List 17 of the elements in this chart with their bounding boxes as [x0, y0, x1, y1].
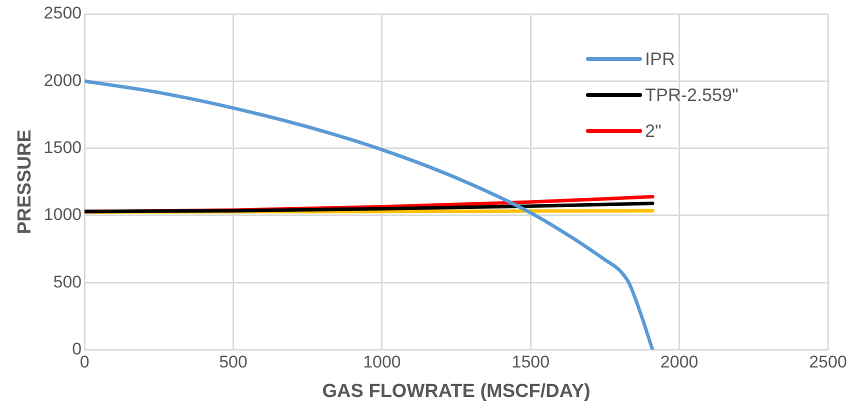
x-tick-label: 500: [219, 352, 248, 372]
legend-label: 2": [645, 120, 662, 141]
y-axis-title: PRESSURE: [14, 130, 36, 234]
x-tick-label: 1000: [363, 352, 401, 372]
y-tick-label: 1000: [44, 205, 82, 224]
y-tick-label: 2500: [44, 4, 82, 23]
y-tick-label: 0: [72, 339, 82, 358]
x-tick-label: 2500: [809, 352, 847, 372]
legend-label: TPR-2.559": [645, 84, 738, 105]
legend-label: IPR: [645, 48, 676, 69]
x-axis-title: GAS FLOWRATE (MSCF/DAY): [322, 380, 590, 402]
x-tick-label: 1500: [512, 352, 550, 372]
y-tick-label: 1500: [44, 138, 82, 158]
y-tick-label: 500: [53, 272, 82, 292]
y-tick-label: 2000: [44, 70, 82, 90]
x-tick-label: 2000: [660, 352, 698, 372]
line-series: [84, 202, 654, 214]
